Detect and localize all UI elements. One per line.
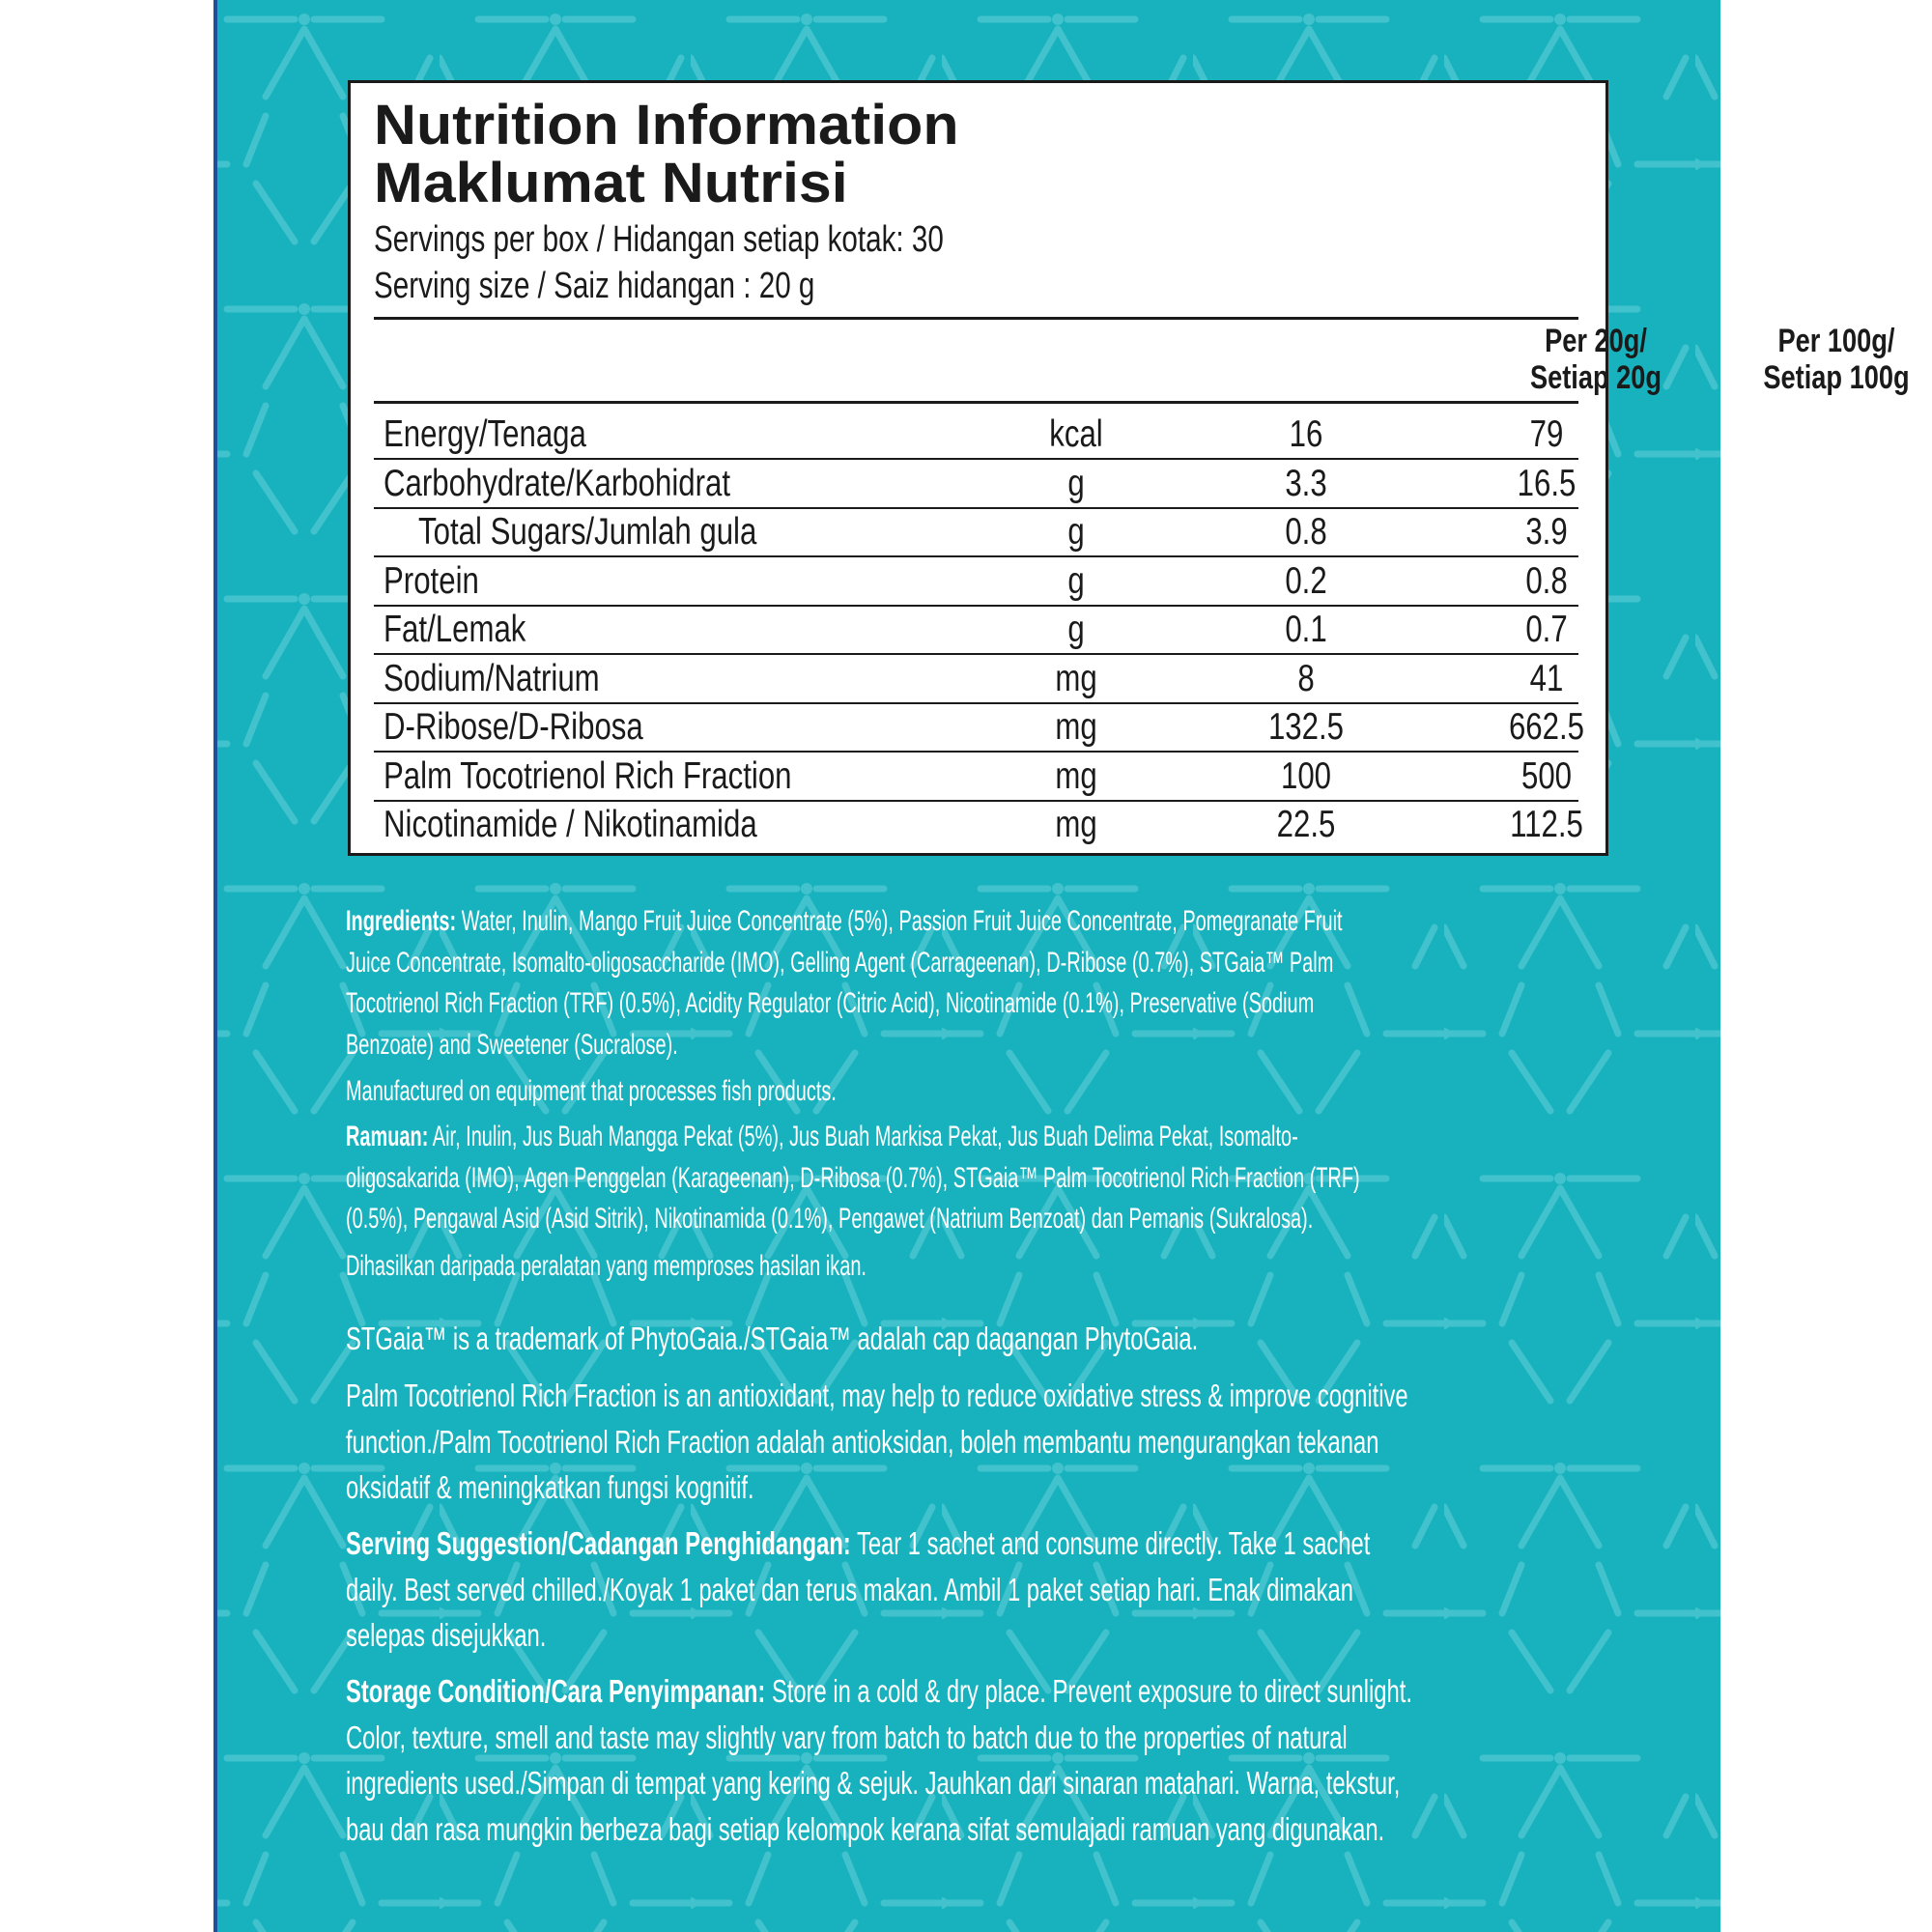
- row-divider: [374, 506, 1578, 509]
- ingredients-line: Benzoate) and Sweetener (Sucralose).: [346, 1028, 678, 1061]
- ingredients-line: Juice Concentrate, Isomalto-oligosacchar…: [346, 946, 1334, 979]
- divider: [374, 401, 1578, 404]
- header-per100-line2: Setiap 100g: [1763, 359, 1910, 396]
- header-per20-line2: Setiap 20g: [1529, 359, 1662, 396]
- title-en: Nutrition Information: [374, 94, 959, 156]
- ramuan-line: oligosakarida (IMO), Agen Penggelan (Kar…: [346, 1161, 1360, 1194]
- header-per100: Per 100g/ Setiap 100g: [1736, 323, 1932, 396]
- row-divider: [374, 751, 1578, 753]
- value-per-20g: 3.3: [1285, 462, 1327, 504]
- nutrient-name: Nicotinamide / Nikotinamida: [384, 804, 757, 845]
- nutrient-unit: mg: [1055, 754, 1097, 797]
- row-divider: [374, 604, 1578, 607]
- serving-size: Serving size / Saiz hidangan : 20 g: [374, 266, 815, 306]
- serving-label: Serving Suggestion/Cadangan Penghidangan…: [346, 1525, 851, 1561]
- title-ms: Maklumat Nutrisi: [374, 152, 848, 214]
- storage-line: ingredients used./Simpan di tempat yang …: [346, 1765, 1401, 1801]
- value-per-20g: 0.1: [1285, 609, 1327, 650]
- divider: [374, 317, 1578, 320]
- nutrient-row: D-Ribose/D-Ribosa mg 132.5 662.5: [374, 703, 1584, 753]
- ingredients-label: Ingredients:: [346, 905, 457, 937]
- value-per-100g: 16.5: [1517, 462, 1577, 504]
- header-per100-line1: Per 100g/: [1777, 323, 1895, 359]
- storage-condition: Storage Condition/Cara Penyimpanan: Stor…: [346, 1668, 1827, 1852]
- storage-label: Storage Condition/Cara Penyimpanan:: [346, 1673, 766, 1709]
- value-per-100g: 662.5: [1508, 706, 1585, 748]
- value-per-20g: 8: [1297, 657, 1315, 699]
- value-per-100g: 0.8: [1525, 559, 1568, 602]
- ramuan-label: Ramuan:: [346, 1121, 429, 1152]
- value-per-20g: 0.2: [1285, 559, 1327, 602]
- serving-suggestion: Serving Suggestion/Cadangan Penghidangan…: [346, 1520, 1769, 1659]
- ingredients-en: Ingredients: Water, Inulin, Mango Fruit …: [346, 901, 1844, 1113]
- nutrient-unit: g: [1067, 559, 1085, 602]
- row-divider: [374, 701, 1578, 704]
- value-per-100g: 79: [1529, 413, 1564, 455]
- nutrient-row: Nicotinamide / Nikotinamida mg 22.5 112.5: [374, 801, 1583, 849]
- value-per-20g: 16: [1289, 413, 1323, 455]
- nutrient-unit: g: [1067, 462, 1085, 504]
- serving-line: daily. Best served chilled./Koyak 1 pake…: [346, 1571, 1353, 1607]
- ingredients-line: Tocotrienol Rich Fraction (TRF) (0.5%), …: [346, 987, 1315, 1019]
- nutrient-name: D-Ribose/D-Ribosa: [384, 706, 643, 748]
- storage-line: Color, texture, smell and taste may slig…: [346, 1719, 1348, 1755]
- nutrient-name: Carbohydrate/Karbohidrat: [384, 462, 731, 504]
- trademark-note: STGaia™ is a trademark of PhytoGaia./STG…: [346, 1316, 1529, 1362]
- nutrient-name: Energy/Tenaga: [384, 413, 586, 455]
- row-divider: [374, 555, 1578, 557]
- value-per-100g: 500: [1520, 754, 1573, 797]
- storage-line: Store in a cold & dry place. Prevent exp…: [765, 1673, 1412, 1709]
- serving-line: selepas disejukkan.: [346, 1617, 547, 1653]
- row-divider: [374, 799, 1578, 802]
- row-divider: [374, 653, 1578, 655]
- nutrient-unit: mg: [1055, 804, 1097, 845]
- value-per-100g: 41: [1529, 657, 1564, 699]
- nutrient-unit: mg: [1055, 706, 1097, 748]
- header-per20: Per 20g/ Setiap 20g: [1495, 323, 1696, 396]
- nutrient-row: Energy/Tenaga kcal 16 79: [374, 411, 1578, 460]
- nutrient-row: Palm Tocotrienol Rich Fraction mg 100 500: [374, 753, 1578, 802]
- nutrient-row: Sodium/Natrium mg 8 41: [374, 655, 1578, 704]
- claim-line: Palm Tocotrienol Rich Fraction is an ant…: [346, 1378, 1408, 1413]
- ingredients-ms: Ramuan: Air, Inulin, Jus Buah Mangga Pek…: [346, 1117, 1870, 1287]
- serving-line: Tear 1 sachet and consume directly. Take…: [850, 1525, 1371, 1561]
- allergen-en: Manufactured on equipment that processes…: [346, 1075, 837, 1107]
- nutrient-name: Protein: [384, 559, 479, 602]
- servings-per-box: Servings per box / Hidangan setiap kotak…: [374, 219, 944, 260]
- nutrient-name: Total Sugars/Jumlah gula: [418, 511, 757, 553]
- value-per-100g: 0.7: [1525, 609, 1568, 650]
- nutrient-row: Protein g 0.2 0.8: [374, 557, 1578, 607]
- nutrition-label: Nutrition Information Maklumat Nutrisi S…: [348, 80, 1910, 856]
- nutrient-name: Sodium/Natrium: [384, 657, 600, 699]
- value-per-20g: 132.5: [1267, 706, 1345, 748]
- trademark-line: STGaia™ is a trademark of PhytoGaia./STG…: [346, 1321, 1199, 1356]
- nutrient-unit: kcal: [1049, 413, 1103, 455]
- nutrient-name: Palm Tocotrienol Rich Fraction: [384, 754, 792, 797]
- nutrient-name: Fat/Lemak: [384, 609, 526, 650]
- nutrient-unit: g: [1067, 511, 1085, 553]
- nutrient-row: Total Sugars/Jumlah gula g 0.8 3.9: [374, 508, 1578, 557]
- value-per-20g: 0.8: [1285, 511, 1327, 553]
- nutrient-unit: mg: [1055, 657, 1097, 699]
- allergen-ms: Dihasilkan daripada peralatan yang mempr…: [346, 1249, 867, 1282]
- ramuan-line: (0.5%), Pengawal Asid (Asid Sitrik), Nik…: [346, 1203, 1314, 1235]
- nutrient-row: Fat/Lemak g 0.1 0.7: [374, 606, 1578, 655]
- nutrient-unit: g: [1067, 609, 1085, 650]
- value-per-100g: 3.9: [1525, 511, 1568, 553]
- claim: Palm Tocotrienol Rich Fraction is an ant…: [346, 1373, 1821, 1511]
- nutrient-row: Carbohydrate/Karbohidrat g 3.3 16.5: [374, 460, 1578, 509]
- ingredients-line: Water, Inulin, Mango Fruit Juice Concent…: [456, 905, 1343, 937]
- value-per-100g: 112.5: [1510, 804, 1583, 845]
- value-per-20g: 100: [1280, 754, 1332, 797]
- claim-line: function./Palm Tocotrienol Rich Fraction…: [346, 1423, 1379, 1460]
- value-per-20g: 22.5: [1276, 804, 1336, 845]
- claim-line: oksidatif & meningkatkan fungsi kognitif…: [346, 1469, 754, 1505]
- row-divider: [374, 458, 1578, 460]
- storage-line: bau dan rasa mungkin berbeza bagi setiap…: [346, 1810, 1385, 1847]
- ramuan-line: Air, Inulin, Jus Buah Mangga Pekat (5%),…: [428, 1121, 1298, 1152]
- header-per20-line1: Per 20g/: [1545, 323, 1647, 359]
